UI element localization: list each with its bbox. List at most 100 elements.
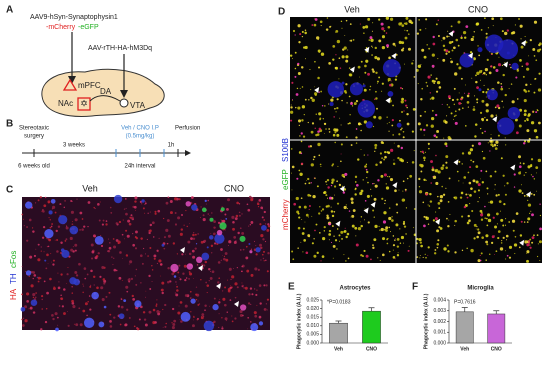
speckle (234, 317, 237, 320)
speckle (425, 216, 428, 219)
speckle (37, 280, 40, 283)
speckle (375, 163, 378, 166)
speckle (241, 282, 243, 284)
speckle (155, 304, 158, 307)
speckle (370, 38, 374, 42)
speckle (125, 212, 128, 216)
speckle (501, 64, 504, 66)
speckle (526, 221, 529, 223)
speckle (489, 200, 494, 204)
speckle (310, 89, 312, 91)
speckle (153, 254, 157, 258)
speckle (466, 247, 468, 250)
speckle (319, 118, 321, 121)
speckle (444, 142, 448, 146)
speckle (501, 30, 504, 33)
speckle (41, 295, 44, 298)
speckle (369, 85, 372, 88)
speckle (300, 152, 303, 155)
speckle (25, 201, 33, 209)
speckle (241, 286, 243, 288)
speckle (291, 250, 294, 253)
speckle (266, 228, 270, 232)
arrowhead (392, 182, 398, 189)
speckle (470, 187, 473, 190)
speckle (140, 237, 143, 240)
speckle (321, 208, 325, 211)
speckle (500, 242, 503, 244)
speckle (220, 207, 225, 212)
speckle (227, 245, 229, 246)
speckle (334, 194, 335, 196)
speckle (499, 17, 503, 21)
y-tick-label: 0.000 (433, 340, 446, 346)
stain-label: cFos (9, 251, 18, 268)
speckle (511, 83, 513, 85)
chart-title: Microglia (467, 286, 494, 292)
y-tick-label: 0.004 (433, 297, 446, 303)
speckle (431, 53, 435, 57)
speckle (528, 242, 531, 244)
speckle (336, 98, 339, 101)
speckle (345, 59, 349, 63)
panel-label: E (288, 282, 295, 293)
speckle (405, 104, 408, 107)
speckle (21, 293, 23, 296)
speckle (325, 28, 329, 31)
speckle (304, 182, 307, 185)
speckle (469, 203, 471, 205)
speckle (154, 321, 157, 324)
speckle (180, 320, 183, 323)
speckle (234, 282, 238, 286)
speckle (149, 211, 151, 213)
stain-label: S100B (281, 138, 290, 162)
speckle (528, 55, 530, 57)
speckle (87, 300, 89, 303)
speckle (341, 237, 343, 240)
speckle (501, 100, 503, 103)
speckle (266, 270, 269, 273)
speckle (518, 155, 521, 159)
speckle (118, 313, 125, 320)
speckle (224, 213, 227, 216)
vector-text: -mCherry (46, 24, 76, 31)
speckle (294, 51, 297, 54)
speckle (326, 216, 330, 220)
speckle (385, 226, 389, 230)
speckle (148, 310, 152, 314)
speckle (193, 232, 195, 234)
speckle (354, 226, 358, 230)
speckle (334, 141, 336, 144)
speckle (48, 210, 53, 215)
speckle (29, 306, 33, 310)
speckle (350, 197, 354, 201)
speckle (381, 82, 384, 85)
speckle (204, 260, 208, 264)
speckle (370, 195, 373, 197)
speckle (350, 144, 353, 147)
speckle (379, 161, 383, 164)
speckle (294, 75, 297, 78)
speckle (142, 207, 145, 210)
y-tick-label: 0.020 (306, 306, 319, 312)
speckle (482, 90, 485, 94)
speckle (166, 242, 169, 245)
speckle (21, 318, 23, 321)
speckle (391, 216, 393, 218)
speckle (506, 254, 509, 257)
speckle (222, 297, 226, 301)
speckle (193, 316, 195, 318)
speckle (51, 314, 54, 317)
speckle (352, 39, 355, 41)
speckle (232, 220, 235, 224)
speckle (151, 269, 154, 271)
speckle (518, 246, 521, 249)
speckle (305, 251, 309, 255)
region-label: VTA (130, 101, 146, 110)
speckle (523, 90, 525, 92)
speckle (86, 273, 89, 276)
speckle (364, 64, 367, 68)
speckle (486, 217, 488, 220)
speckle (172, 322, 176, 326)
speckle (234, 217, 238, 221)
